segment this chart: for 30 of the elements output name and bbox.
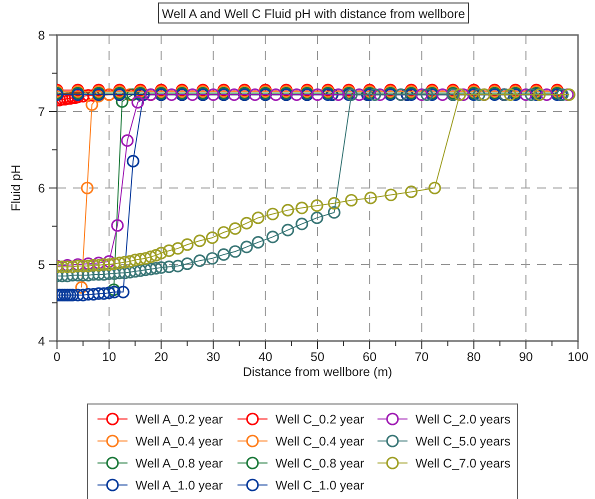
chart-title: Well A and Well C Fluid pH with distance from wellbore: [162, 7, 466, 21]
y-tick-label: 4: [38, 334, 46, 348]
legend-label: Well C_2.0 years: [416, 412, 510, 426]
legend-label: Well C_0.4 year: [276, 434, 364, 448]
y-tick-label: 5: [38, 258, 46, 272]
x-tick-label: 100: [568, 350, 588, 364]
x-axis-title: Distance from wellbore (m): [242, 365, 392, 379]
legend-label: Well C_7.0 years: [416, 456, 510, 470]
legend-label: Well A_0.4 year: [136, 434, 223, 448]
y-tick-label: 8: [38, 28, 46, 42]
x-tick-label: 70: [414, 350, 429, 364]
legend-label: Well C_0.2 year: [276, 412, 364, 426]
legend-label: Well A_0.8 year: [136, 456, 223, 470]
x-tick-label: 50: [310, 350, 324, 364]
legend-label: Well C_5.0 years: [416, 434, 510, 448]
x-tick-label: 30: [206, 350, 220, 364]
y-tick-label: 6: [38, 182, 46, 196]
x-tick-label: 0: [54, 350, 61, 364]
x-tick-label: 10: [102, 350, 116, 364]
legend-label: Well A_1.0 year: [136, 478, 223, 492]
y-tick-label: 7: [38, 105, 46, 119]
y-axis-title: Fluid pH: [9, 164, 23, 212]
x-tick-label: 40: [258, 350, 272, 364]
x-tick-label: 60: [362, 350, 377, 364]
x-tick-label: 20: [154, 350, 168, 364]
x-tick-label: 80: [466, 350, 481, 364]
legend-label: Well C_0.8 year: [276, 456, 364, 470]
legend-label: Well A_0.2 year: [136, 412, 223, 426]
x-tick-label: 90: [518, 350, 533, 364]
legend-label: Well C_1.0 year: [276, 478, 364, 492]
